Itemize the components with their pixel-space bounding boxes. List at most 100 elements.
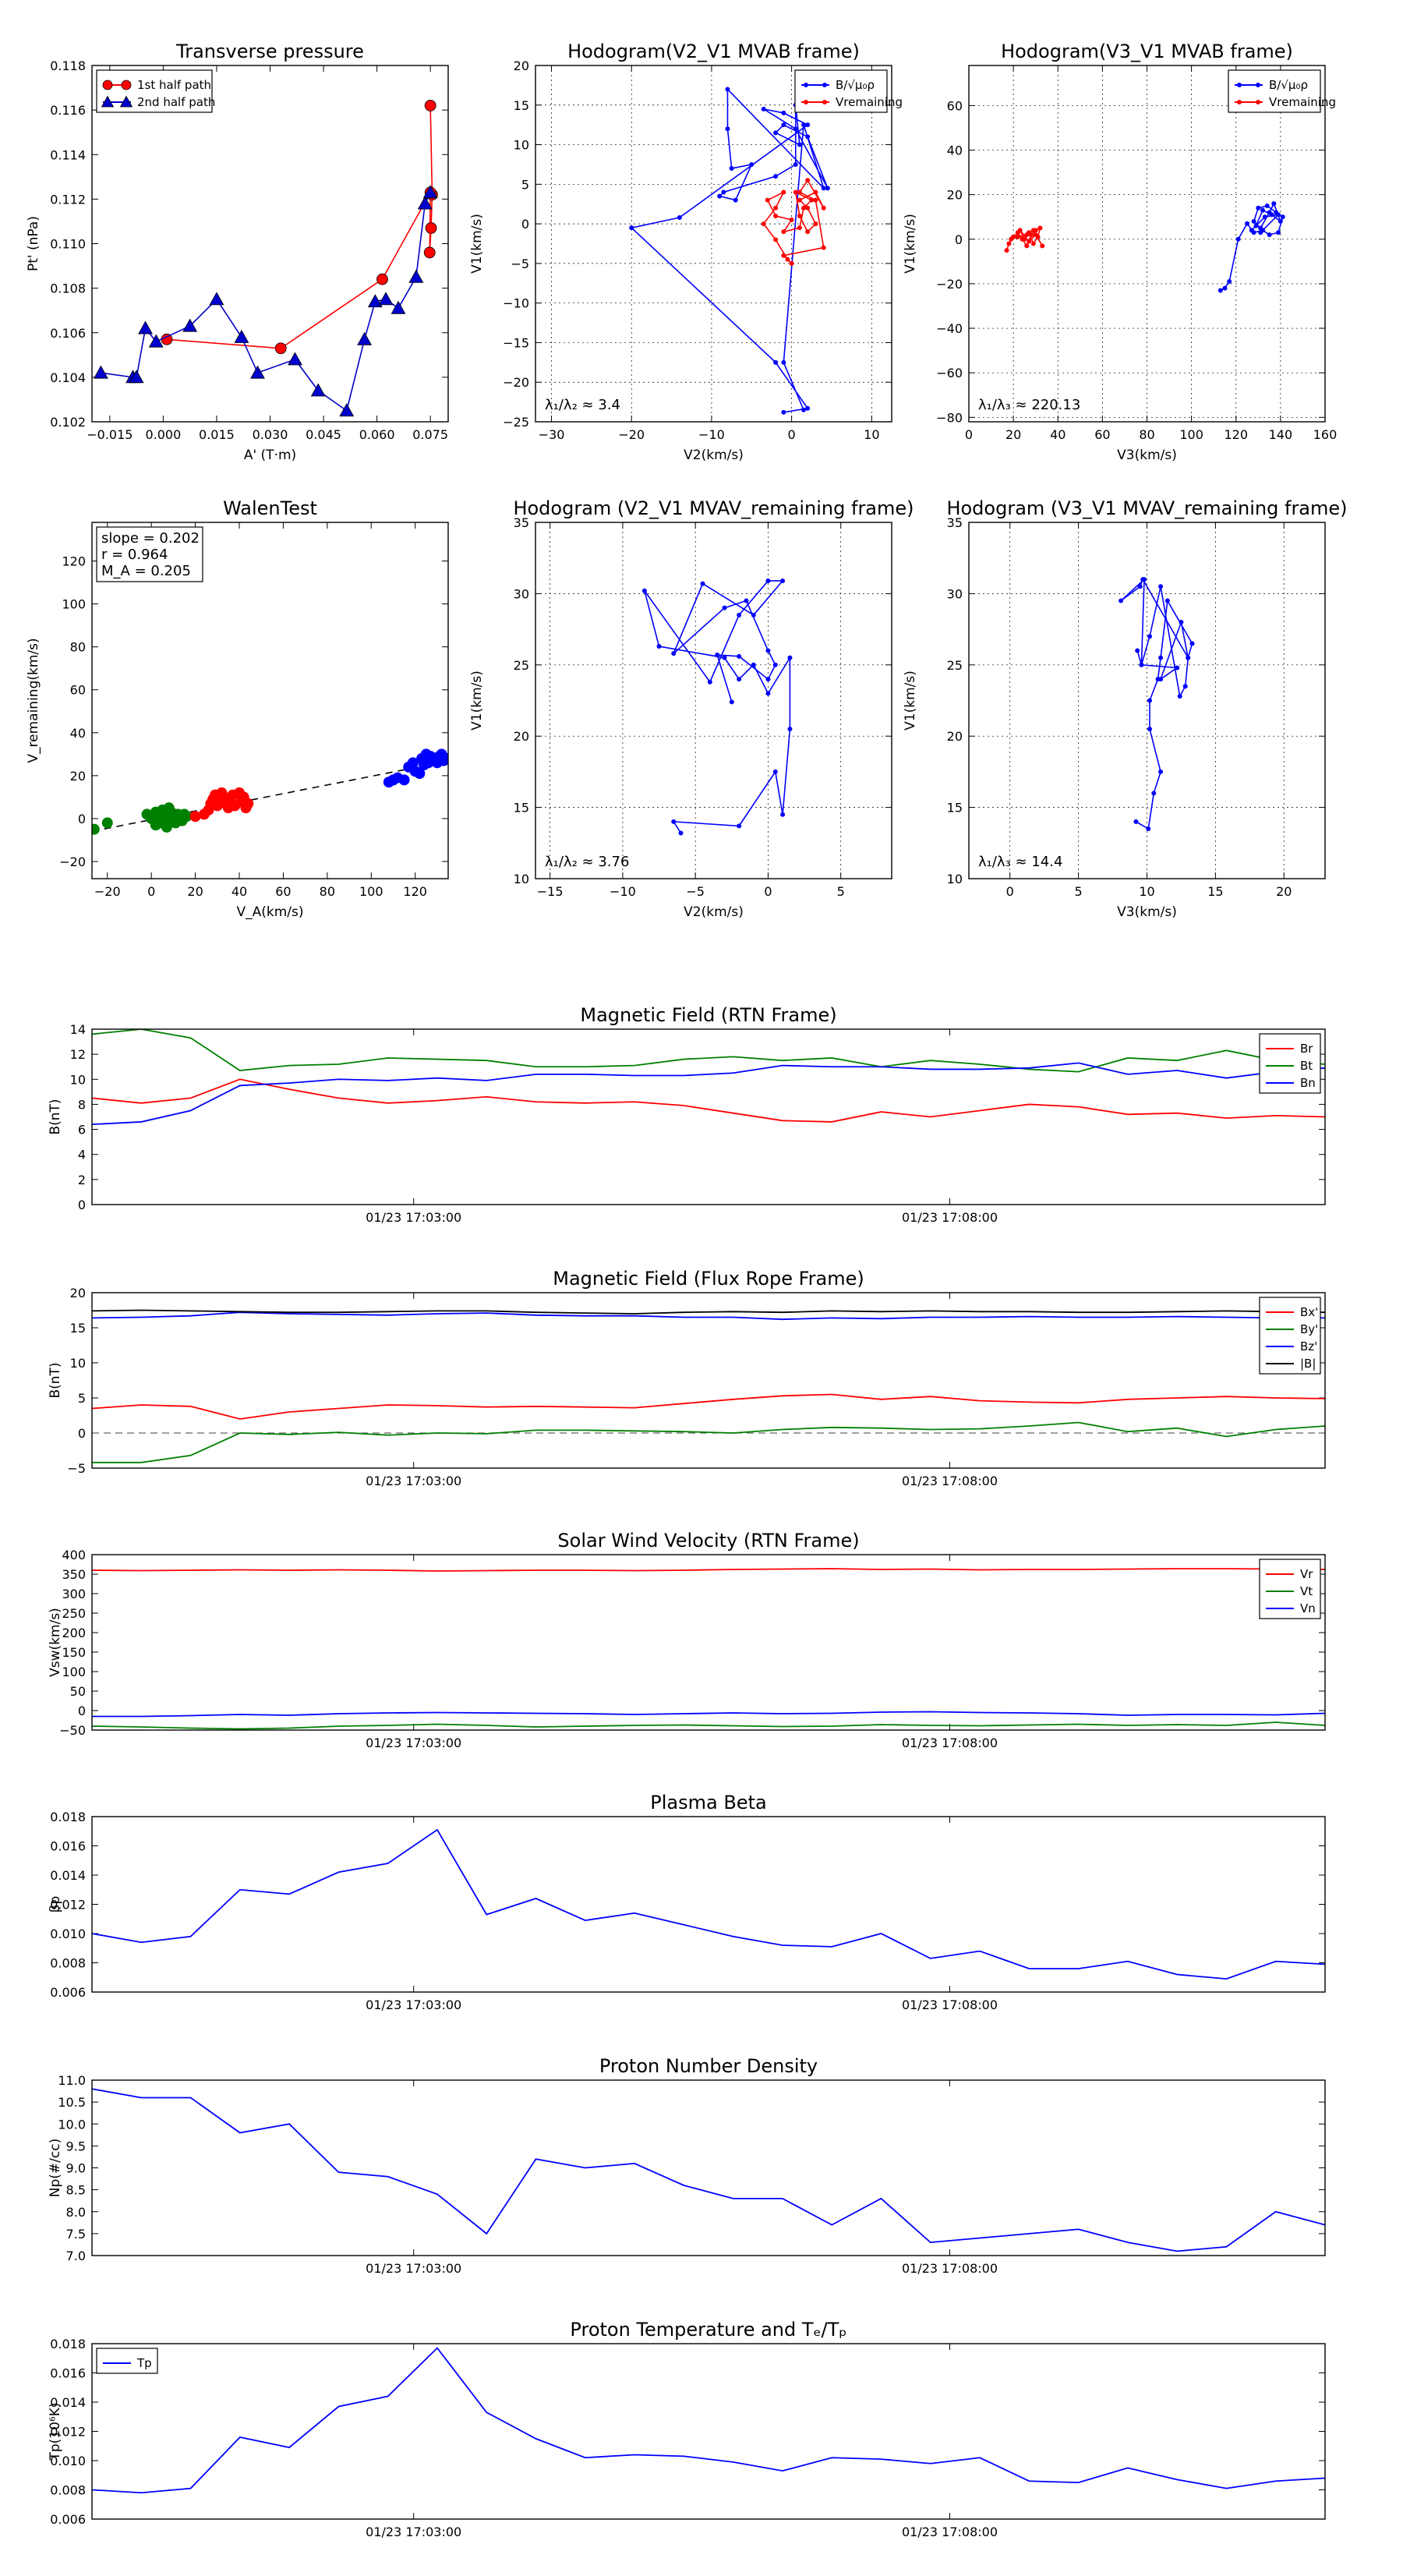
y-tick-label: 0.016 — [50, 1839, 86, 1854]
x-tick-label: 01/23 17:08:00 — [902, 1736, 998, 1750]
y-tick-label: 0.114 — [50, 147, 86, 162]
chart-walen: −20 0 20 40 60 80 100 120 −20 0 20 40 60 80 100 120 Wale… — [26, 497, 449, 920]
series-vremaining-point — [813, 189, 818, 195]
chart-ts_tp: 01/23 17:03:00 01/23 17:08:00 0.006 0.008 0.… — [48, 2319, 1326, 2539]
legend-marker — [102, 80, 113, 90]
x-tick-label: −10 — [698, 427, 725, 442]
series-b--point — [805, 122, 811, 128]
series-v-point — [780, 578, 786, 583]
series-green-point — [157, 815, 168, 826]
y-tick-label: 0.008 — [50, 1956, 86, 1971]
y-tick-label: 80 — [70, 640, 86, 655]
x-tick-label: −0.015 — [87, 427, 133, 442]
y-tick-label: 10 — [947, 872, 963, 886]
series-v-point — [1135, 648, 1140, 653]
legend-label: B/√μ₀ρ — [1269, 78, 1308, 92]
series-2nd-half-path-point — [422, 185, 438, 199]
series-blue-point — [398, 774, 410, 786]
series-b--point — [721, 189, 726, 195]
series-vremaining-line — [762, 179, 825, 264]
data-layer — [93, 100, 438, 417]
x-tick-label: −15 — [537, 884, 564, 899]
series-b--point — [1235, 236, 1241, 242]
y-tick-label: 0.010 — [50, 2454, 86, 2468]
legend-marker — [119, 95, 133, 108]
stats-r: r = 0.964 — [101, 547, 168, 563]
legend-marker — [1256, 83, 1260, 87]
y-axis-label: V1(km/s) — [469, 671, 485, 731]
chart-ts_v: 01/23 17:03:00 01/23 17:08:00 −50 0 50 100 150… — [48, 1530, 1326, 1750]
series-vremaining-point — [805, 178, 811, 183]
stats-box — [96, 526, 203, 582]
series-b--point — [1280, 214, 1285, 220]
legend-label: B/√μ₀ρ — [836, 78, 875, 92]
series-2nd-half-path-point — [357, 331, 373, 345]
series-green-point — [163, 802, 175, 814]
series-v-point — [751, 612, 756, 617]
series-vremaining-point — [821, 205, 826, 211]
chart-title: Hodogram (V3_V1 MVAV_remaining frame) — [946, 497, 1347, 519]
x-tick-label: 01/23 17:03:00 — [366, 2525, 461, 2539]
y-tick-label: −60 — [936, 366, 963, 380]
chart-title: Hodogram(V3_V1 MVAB frame) — [1001, 41, 1293, 62]
y-tick-label: 0.018 — [50, 1810, 86, 1824]
series-v-point — [1158, 769, 1164, 774]
x-tick-label: 0 — [764, 884, 772, 899]
series-v-point — [772, 662, 778, 667]
ratio-annotation: λ₁/λ₂ ≈ 3.4 — [545, 397, 620, 413]
series-vremaining-point — [797, 213, 802, 218]
series-b--point — [1217, 288, 1223, 293]
series-v-point — [722, 605, 727, 610]
series-b--point — [773, 130, 779, 136]
plot-frame — [91, 1816, 1326, 1993]
plot-frame — [91, 2079, 1326, 2256]
series-v-point — [1147, 634, 1153, 639]
legend-label: Tp — [136, 2356, 152, 2370]
y-tick-label: 7.0 — [66, 2249, 86, 2263]
y-tick-label: 11.0 — [58, 2073, 86, 2088]
series-green-point — [181, 811, 193, 823]
data-layer — [92, 1029, 1325, 1126]
series-b--point — [1256, 205, 1261, 211]
series-v-point — [751, 662, 756, 667]
chart-title: Magnetic Field (Flux Rope Frame) — [553, 1268, 864, 1290]
series-vremaining-point — [805, 229, 811, 235]
y-tick-label: 10.0 — [58, 2117, 86, 2132]
series-1st-half-path-point — [423, 246, 436, 259]
data-layer — [92, 1309, 1325, 1463]
series-vremaining-point — [793, 189, 798, 195]
y-tick-label: 6 — [78, 1123, 86, 1138]
chart-title: WalenTest — [223, 497, 317, 519]
y-tick-label: 60 — [947, 98, 963, 113]
series-tp-line — [92, 2347, 1325, 2494]
legend-marker — [822, 83, 827, 87]
plot-area — [92, 2344, 1325, 2519]
series-b--point — [1222, 285, 1228, 291]
series-1st-half-path-point — [425, 222, 437, 234]
y-tick-label: 0.106 — [50, 326, 86, 341]
chart-tp: −0.015 0.000 0.015 0.030 0.045 0.060 0.075 0.10… — [26, 41, 449, 463]
series-2nd-half-path-point — [391, 300, 406, 314]
series-vremaining-point — [1037, 225, 1043, 231]
series-vremaining-point — [765, 197, 770, 203]
series-2nd-half-path-point — [93, 365, 108, 379]
y-tick-label: 8 — [78, 1097, 86, 1112]
y-tick-label: 0.008 — [50, 2483, 86, 2498]
series-b--point — [773, 174, 779, 179]
y-tick-label: 200 — [62, 1626, 86, 1640]
chart-ts_b: 01/23 17:03:00 01/23 17:08:00 0 2 4 6 8 10 12 14 M… — [48, 1004, 1326, 1225]
data-layer — [1119, 577, 1195, 832]
plot-area — [92, 1029, 1325, 1205]
series-v-point — [765, 578, 771, 583]
y-tick-label: 9.0 — [66, 2161, 86, 2176]
x-tick-label: 60 — [1094, 427, 1110, 442]
chart-title: Transverse pressure — [175, 41, 364, 62]
legend-label: 2nd half path — [137, 95, 215, 109]
series-b--point — [805, 134, 811, 140]
series-b--point — [1260, 207, 1266, 213]
y-tick-label: 15 — [947, 801, 963, 816]
stats-ma: M_A = 0.205 — [101, 563, 191, 579]
chart-title: Proton Number Density — [599, 2055, 818, 2077]
data-layer — [92, 748, 448, 835]
